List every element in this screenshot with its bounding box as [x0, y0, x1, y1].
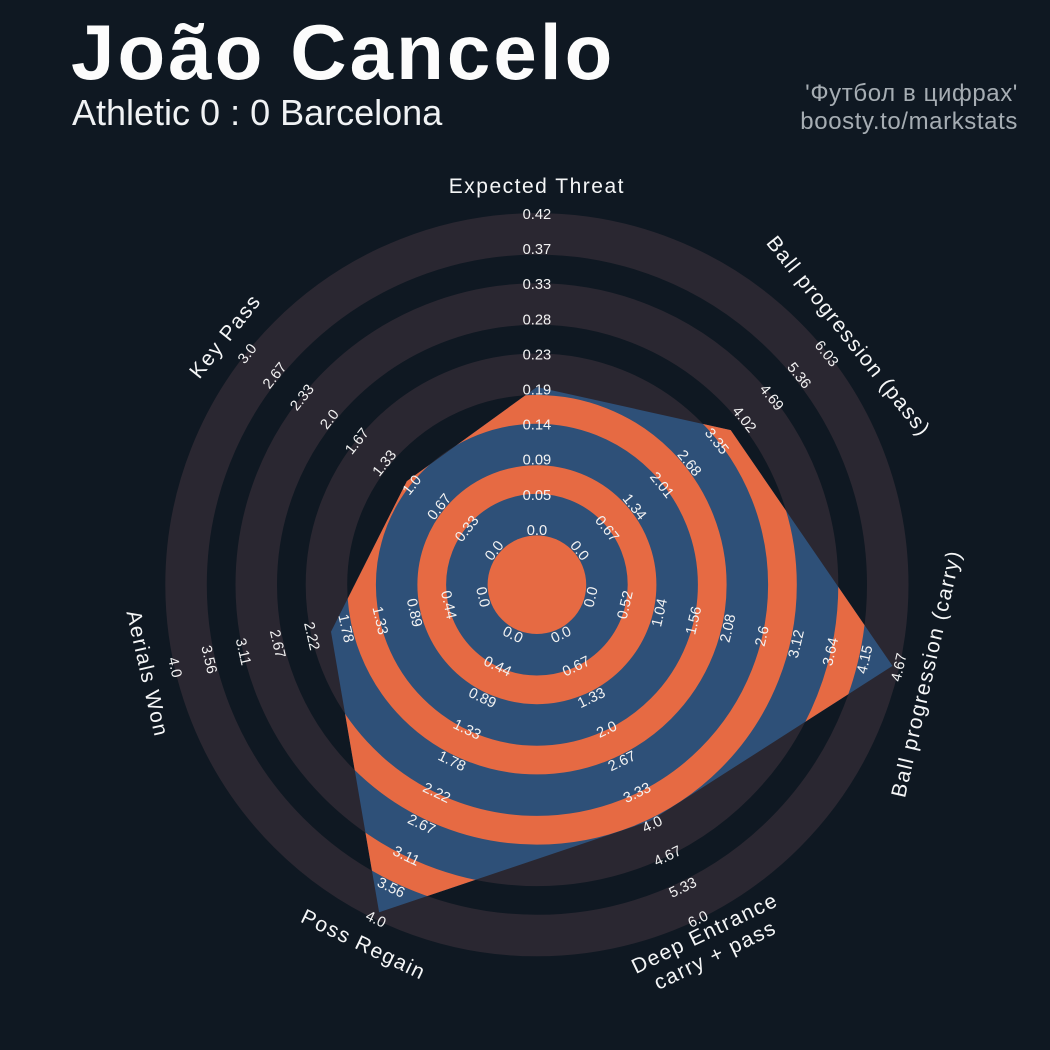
- svg-text:2.08: 2.08: [718, 613, 740, 644]
- svg-text:0.19: 0.19: [523, 382, 552, 398]
- svg-text:1.78: 1.78: [334, 613, 356, 644]
- svg-text:3.56: 3.56: [197, 644, 219, 675]
- svg-text:0.0: 0.0: [549, 624, 574, 647]
- svg-text:0.14: 0.14: [523, 418, 552, 434]
- svg-text:4.0: 4.0: [640, 813, 665, 836]
- svg-text:1.56: 1.56: [683, 605, 705, 636]
- svg-text:0.09: 0.09: [523, 453, 552, 469]
- svg-text:1.04: 1.04: [649, 597, 671, 628]
- svg-text:4.67: 4.67: [889, 652, 911, 683]
- svg-text:3.12: 3.12: [786, 628, 808, 659]
- svg-text:2.0: 2.0: [594, 718, 619, 741]
- svg-text:0.28: 0.28: [523, 312, 552, 328]
- svg-text:3.11: 3.11: [232, 637, 254, 667]
- svg-text:Expected Threat: Expected Threat: [449, 175, 625, 198]
- svg-text:2.22: 2.22: [300, 621, 322, 652]
- svg-text:0.0: 0.0: [582, 585, 602, 608]
- svg-text:4.0: 4.0: [363, 908, 388, 931]
- svg-text:0.23: 0.23: [523, 347, 552, 363]
- svg-text:0.37: 0.37: [523, 242, 552, 258]
- svg-text:0.42: 0.42: [523, 207, 552, 223]
- svg-text:0.44: 0.44: [437, 589, 459, 620]
- svg-text:4.0: 4.0: [164, 656, 184, 679]
- svg-text:2.6: 2.6: [753, 625, 773, 648]
- svg-text:0.89: 0.89: [403, 597, 425, 628]
- svg-text:3.64: 3.64: [820, 636, 842, 667]
- svg-text:6.0: 6.0: [686, 908, 711, 931]
- svg-text:0.52: 0.52: [615, 589, 637, 620]
- svg-text:0.33: 0.33: [523, 277, 552, 293]
- svg-text:1.33: 1.33: [369, 605, 391, 636]
- svg-text:0.0: 0.0: [500, 624, 525, 647]
- svg-text:0.05: 0.05: [523, 488, 552, 504]
- svg-text:0.0: 0.0: [527, 523, 547, 539]
- svg-text:2.67: 2.67: [266, 628, 288, 659]
- svg-text:0.0: 0.0: [472, 585, 492, 608]
- svg-text:4.15: 4.15: [854, 644, 876, 675]
